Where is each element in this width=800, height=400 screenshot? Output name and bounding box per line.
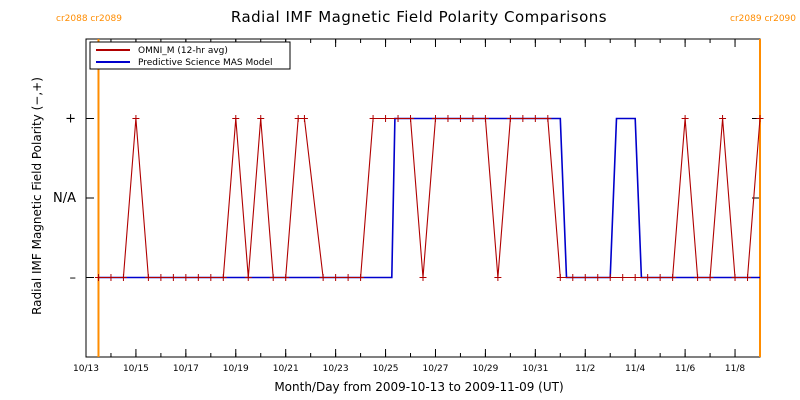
data-point-marker xyxy=(107,274,115,281)
y-axis-ticks: + N/A – xyxy=(53,112,760,286)
data-point-marker xyxy=(556,274,564,281)
data-point-marker xyxy=(282,274,290,281)
data-point-marker xyxy=(744,274,752,281)
data-point-marker xyxy=(544,115,552,122)
x-tick-label: 10/23 xyxy=(323,364,349,374)
data-point-marker xyxy=(394,115,402,122)
data-point-marker xyxy=(357,274,365,281)
data-point-marker xyxy=(144,274,152,281)
x-axis-label: Month/Day from 2009-10-13 to 2009-11-09 … xyxy=(274,380,563,394)
data-point-marker xyxy=(194,274,202,281)
data-point-marker xyxy=(157,274,165,281)
carrington-labels: cr2088 cr2089 cr2089 cr2090 xyxy=(56,14,796,24)
data-point-marker xyxy=(344,274,352,281)
data-point-marker xyxy=(506,115,514,122)
data-point-marker xyxy=(731,274,739,281)
data-point-marker xyxy=(182,274,190,281)
y-axis-label: Radial IMF Magnetic Field Polarity (−,+) xyxy=(30,77,44,315)
y-tick-label: + xyxy=(65,112,76,127)
data-point-marker xyxy=(382,115,390,122)
data-point-marker xyxy=(244,274,252,281)
x-tick-label: 10/17 xyxy=(173,364,199,374)
data-point-marker xyxy=(94,274,102,281)
x-tick-label: 10/13 xyxy=(73,364,99,374)
data-point-marker xyxy=(644,274,652,281)
x-axis-ticks: 10/13 10/15 10/17 10/19 10/21 10/23 10/25 10/27… xyxy=(73,39,761,374)
data-point-marker xyxy=(419,274,427,281)
x-tick-label: 11/8 xyxy=(725,364,745,374)
x-tick-label: 10/25 xyxy=(373,364,399,374)
data-point-marker xyxy=(257,115,265,122)
data-point-marker xyxy=(232,115,240,122)
data-point-marker xyxy=(369,115,377,122)
data-point-marker xyxy=(269,274,277,281)
data-point-marker xyxy=(494,274,502,281)
data-point-marker xyxy=(469,115,477,122)
legend-label: OMNI_M (12-hr avg) xyxy=(138,46,228,56)
data-point-marker xyxy=(619,274,627,281)
data-point-marker xyxy=(319,274,327,281)
data-point-marker xyxy=(332,274,340,281)
data-point-marker xyxy=(531,115,539,122)
legend-box xyxy=(89,41,291,70)
x-tick-label: 10/29 xyxy=(472,364,498,374)
data-point-marker xyxy=(300,115,308,122)
data-point-marker xyxy=(519,115,527,122)
data-point-marker xyxy=(431,115,439,122)
series-layer xyxy=(94,115,764,281)
series-line-omni xyxy=(98,117,761,279)
x-tick-label: 10/19 xyxy=(223,364,249,374)
x-tick-label: 10/31 xyxy=(522,364,548,374)
data-point-marker xyxy=(569,274,577,281)
plot-frame xyxy=(85,38,761,358)
data-point-marker xyxy=(581,274,589,281)
data-point-marker xyxy=(169,274,177,281)
data-point-marker xyxy=(456,115,464,122)
data-point-marker xyxy=(669,274,677,281)
x-tick-label: 10/21 xyxy=(273,364,299,374)
data-point-marker xyxy=(706,274,714,281)
x-tick-label: 11/6 xyxy=(675,364,695,374)
y-tick-label: – xyxy=(70,271,77,286)
x-tick-label: 10/27 xyxy=(423,364,449,374)
data-point-marker xyxy=(444,115,452,122)
data-point-marker xyxy=(119,274,127,281)
data-point-marker xyxy=(631,274,639,281)
data-point-marker xyxy=(219,274,227,281)
chart-title: Radial IMF Magnetic Field Polarity Compa… xyxy=(231,8,607,26)
data-point-marker xyxy=(681,115,689,122)
data-point-marker xyxy=(756,115,764,122)
data-point-marker xyxy=(719,115,727,122)
legend-label: Predictive Science MAS Model xyxy=(138,58,273,68)
data-point-marker xyxy=(656,274,664,281)
carrington-rotation-lines xyxy=(97,39,761,357)
data-point-marker xyxy=(207,274,215,281)
chart-legend: OMNI_M (12-hr avg) Predictive Science MAS… xyxy=(89,41,291,70)
y-tick-label: N/A xyxy=(53,191,76,206)
data-point-marker xyxy=(481,115,489,122)
carrington-label: cr2088 cr2089 xyxy=(56,14,122,24)
data-point-marker xyxy=(694,274,702,281)
x-tick-label: 11/2 xyxy=(575,364,595,374)
data-point-marker xyxy=(606,274,614,281)
data-point-marker xyxy=(294,115,302,122)
carrington-label: cr2089 cr2090 xyxy=(730,14,796,24)
x-tick-label: 11/4 xyxy=(625,364,645,374)
data-point-marker xyxy=(407,115,415,122)
data-point-marker xyxy=(132,115,140,122)
data-point-marker xyxy=(594,274,602,281)
x-tick-label: 10/15 xyxy=(123,364,149,374)
